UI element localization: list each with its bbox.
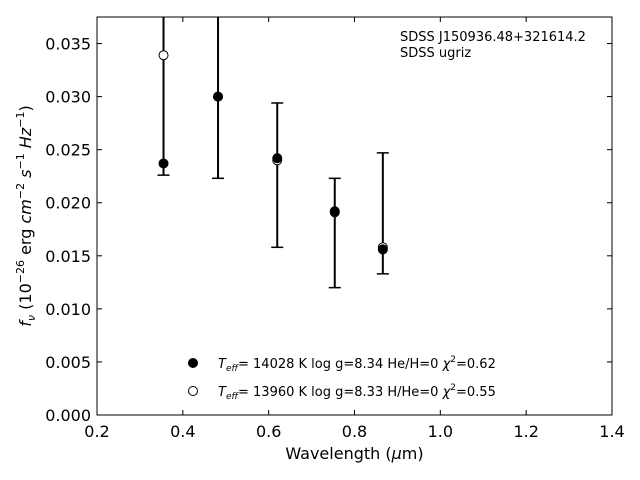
y-axis-label: fν (10−26 erg cm−2 s−1 Hz−1) xyxy=(14,105,38,326)
plot-frame xyxy=(96,16,613,416)
x-tick-label: 1.0 xyxy=(428,422,453,441)
x-tick-label: 0.2 xyxy=(84,422,109,441)
point-filled xyxy=(329,206,340,217)
y-tick-label: 0.010 xyxy=(45,300,91,319)
y-tick-label: 0.005 xyxy=(45,353,91,372)
point-filled xyxy=(272,153,283,164)
y-tick-label: 0.035 xyxy=(45,35,91,54)
point-open xyxy=(158,50,169,61)
legend-marker-open xyxy=(188,386,198,396)
x-tick-label: 0.6 xyxy=(256,422,281,441)
y-tick-label: 0.015 xyxy=(45,247,91,266)
legend-entry-2: Teff= 13960 K log g=8.33 H/He=0 χ2=0.55 xyxy=(218,383,496,402)
y-tick-label: 0.000 xyxy=(45,406,91,425)
point-filled xyxy=(377,244,388,255)
point-filled xyxy=(158,158,169,169)
y-tick-label: 0.030 xyxy=(45,88,91,107)
axis-ticks: 0.2 0.4 0.6 0.8 1.0 1.2 1.4 0.000 0.005 0.010 0.01… xyxy=(45,17,625,441)
x-tick-label: 1.4 xyxy=(599,422,624,441)
legend-marker-filled xyxy=(188,358,198,368)
data-markers xyxy=(158,50,388,255)
x-tick-label: 1.2 xyxy=(513,422,538,441)
y-tick-label: 0.025 xyxy=(45,141,91,160)
x-tick-label: 0.4 xyxy=(170,422,195,441)
y-tick-label: 0.020 xyxy=(45,194,91,213)
x-tick-label: 0.8 xyxy=(342,422,367,441)
point-filled xyxy=(213,91,224,102)
error-bars xyxy=(157,17,389,289)
legend-entry-1: Teff= 14028 K log g=8.34 He/H=0 χ2=0.62 xyxy=(218,355,496,374)
legend: Teff= 14028 K log g=8.34 He/H=0 χ2=0.62 … xyxy=(188,355,496,402)
x-axis-label: Wavelength (μm) xyxy=(285,444,423,463)
annotation-line-2: SDSS ugriz xyxy=(400,46,471,61)
annotation-line-1: SDSS J150936.48+321614.2 xyxy=(400,30,586,45)
